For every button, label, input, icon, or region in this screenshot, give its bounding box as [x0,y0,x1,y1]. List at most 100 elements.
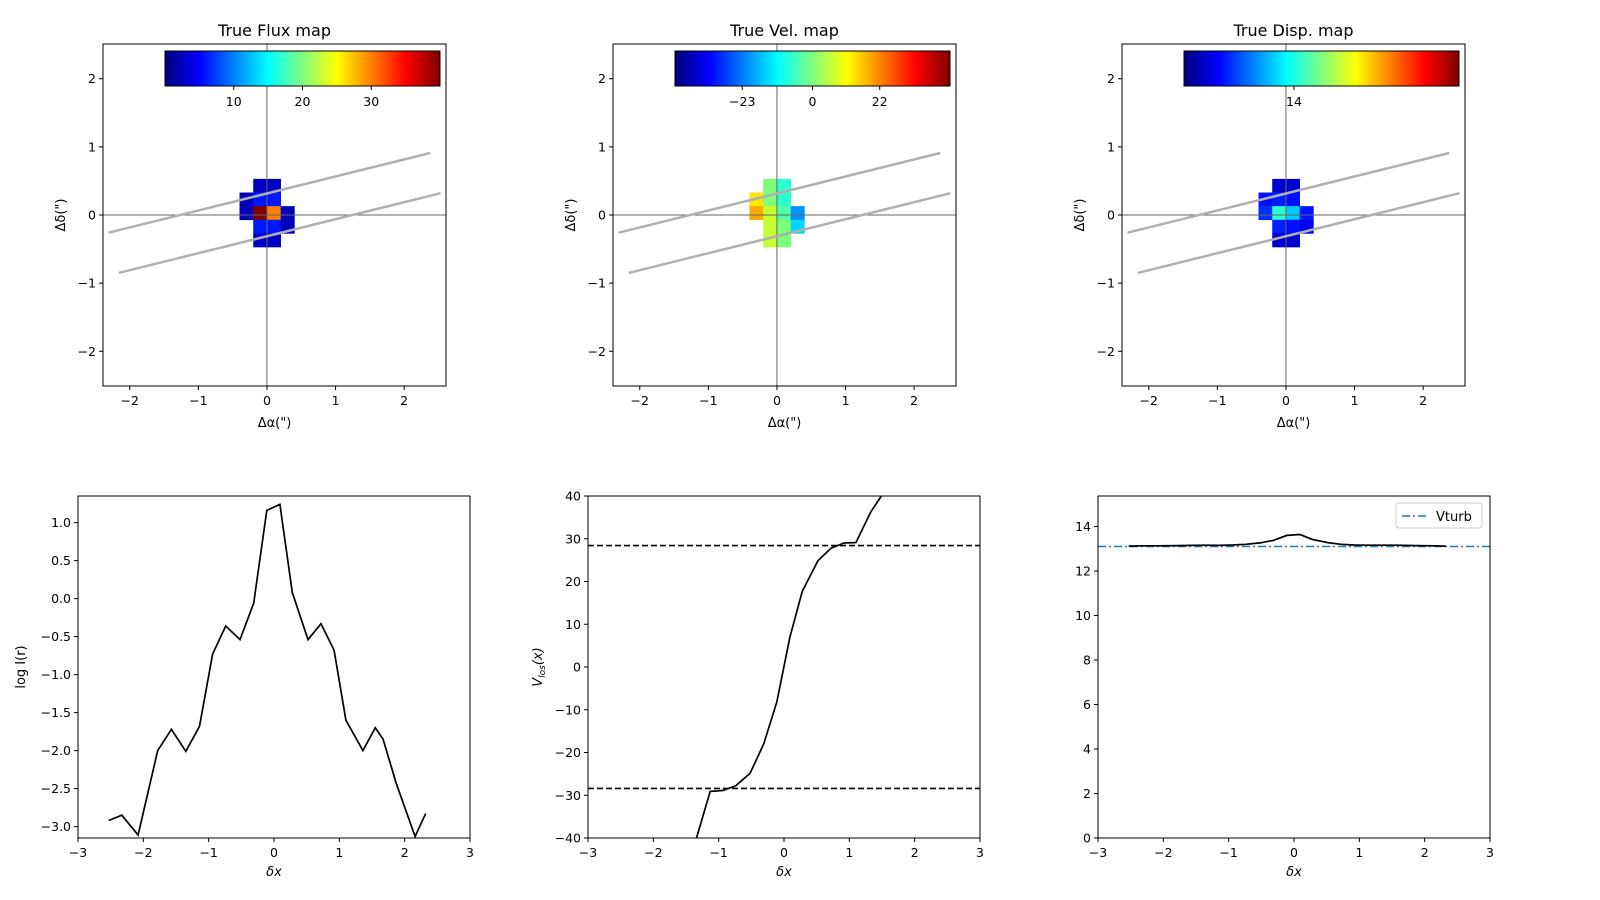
y-tick-label: 2 [1107,71,1115,86]
map-pixel [776,219,791,234]
x-tick-label: −1 [1208,393,1226,408]
y-tick-label: −0.5 [41,629,71,644]
y-tick-label: −1.5 [41,705,71,720]
map-pixel [266,206,281,221]
panel-2: −23 0 22 −2 −1 0 1 2 −2 −1 0 1 2 True Vel. map Δα(") Δδ… [564,21,957,431]
legend-box [1395,502,1483,529]
y-tick-label: 1 [88,139,96,154]
map-pixel [1285,192,1300,207]
x-tick-label: 0 [1290,845,1298,860]
x-tick-label: 2 [911,845,919,860]
y-tick-label: −1 [78,276,96,291]
y-label-sub: los [538,665,548,678]
y-tick-label: 40 [565,489,581,504]
x-tick-label: 1 [1355,845,1363,860]
colorbar-tick-label: 20 [295,94,311,109]
panel-4: −3 −2 −1 0 1 2 3 1.0 0.5 0.0 −0.5 −1.0 −1.5 −2.0 −2.5 −… [14,495,474,880]
colorbar-tick-label: 10 [226,94,242,109]
map-pixel [749,206,764,221]
map-pixel [1285,219,1300,234]
colorbar [674,50,951,87]
map-pixel [266,192,281,207]
map-pixel [1258,206,1273,221]
x-tick-label: −2 [1140,393,1158,408]
map-pixel [790,206,805,221]
x-tick-label: 1 [842,393,850,408]
plot-area [1098,533,1490,548]
y-axis-label: Δδ(") [1073,199,1088,232]
x-tick-label: 0 [780,845,788,860]
map-pixel [1285,178,1300,193]
map-pixel [1285,206,1300,221]
map-pixel [253,219,268,234]
x-tick-label: −2 [134,845,152,860]
map-pixel [1285,233,1300,248]
plot-area [103,44,446,386]
x-axis-label: δx [266,865,282,880]
y-tick-label: −2 [1097,344,1115,359]
axes-frame [77,495,471,839]
map-pixel [763,206,778,221]
x-tick-label: 2 [400,393,408,408]
legend: Vturb [1395,502,1483,529]
colorbar-tick-label: 14 [1286,94,1302,109]
x-tick-label: 2 [1419,393,1427,408]
panel-3: 14 −2 −1 0 1 2 −2 −1 0 1 2 True Disp. map Δα(") Δδ(") [1073,21,1466,431]
y-tick-label: 14 [1075,519,1091,534]
x-tick-label: 2 [401,845,409,860]
y-tick-label: 2 [1083,786,1091,801]
plot-area [1122,44,1465,386]
x-tick-label: −2 [644,845,662,860]
x-axis-label: δx [1286,865,1302,880]
y-axis-label: Vlos(x) [531,647,548,686]
y-tick-label: 30 [565,531,581,546]
y-tick-label: 10 [1075,608,1091,623]
y-tick-label: −20 [555,745,581,760]
y-tick-label: −2.5 [41,781,71,796]
x-axis-label: Δα(") [768,416,802,431]
y-tick-label: 1 [1107,139,1115,154]
y-tick-label: 0 [1107,208,1115,223]
colorbar-tick-label: 22 [872,94,888,109]
legend-label: Vturb [1436,510,1472,525]
y-tick-label: 0 [88,208,96,223]
chart-title: True Vel. map [729,21,839,40]
x-tick-label: −2 [631,393,649,408]
colorbar-tick-label: −23 [729,94,755,109]
y-label-tail: (x) [531,647,546,665]
colorbar [1183,50,1460,87]
map-pixel [763,178,778,193]
x-tick-label: 0 [270,845,278,860]
x-tick-label: 3 [466,845,474,860]
y-tick-label: 0.0 [51,591,71,606]
chart-title: True Flux map [217,21,331,40]
y-label-main: V [531,677,546,687]
chart-title: True Disp. map [1232,21,1353,40]
x-tick-label: −3 [69,845,87,860]
slit-line [618,151,941,234]
x-tick-label: 1 [332,393,340,408]
slit-line [118,191,441,275]
x-tick-label: 1 [1351,393,1359,408]
colorbar-tick-label: 0 [809,94,817,109]
y-tick-label: 8 [1083,652,1091,667]
slit-line [628,191,951,275]
map-pixel [253,206,268,221]
map-pixel [763,219,778,234]
x-tick-label: 2 [1421,845,1429,860]
colorbar-tick-label: 30 [363,94,379,109]
y-tick-label: −2 [78,344,96,359]
y-tick-label: −2.0 [41,743,71,758]
panel-1: 10 20 30 −2 −1 0 1 2 −2 −1 0 1 2 True Flux map Δα(") Δδ… [54,21,447,431]
x-tick-label: 3 [976,845,984,860]
y-tick-label: −40 [555,831,581,846]
y-axis-label: Δδ(") [564,199,579,232]
map-pixel [776,178,791,193]
map-pixel [1299,206,1314,221]
y-axis-label: Δδ(") [54,199,69,232]
y-tick-label: 0 [1083,831,1091,846]
map-pixel [266,219,281,234]
slit-line [108,151,431,234]
